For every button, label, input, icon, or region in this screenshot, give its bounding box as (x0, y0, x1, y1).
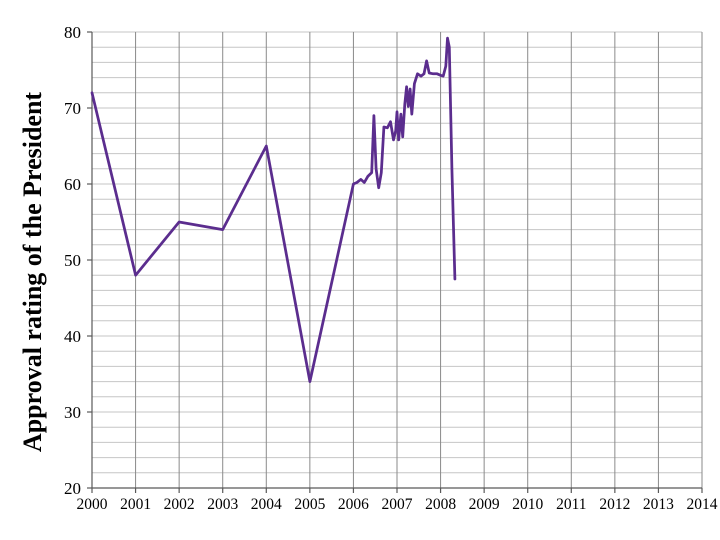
x-tick-label: 2008 (425, 496, 456, 513)
y-tick-label: 80 (64, 23, 81, 42)
x-tick-label: 2010 (512, 496, 543, 513)
approval-line-series (90, 36, 457, 383)
y-axis-title: Approval rating of the President (18, 91, 47, 453)
x-tick-label: 2014 (687, 496, 718, 513)
y-tick-label: 30 (64, 403, 81, 422)
y-tick-label: 20 (64, 479, 81, 498)
x-tick-label: 2001 (120, 496, 151, 513)
x-tick-label: 2013 (643, 496, 674, 513)
x-tick-label: 2007 (382, 496, 413, 513)
x-tick-label: 2009 (469, 496, 500, 513)
y-tick-label: 50 (64, 251, 81, 270)
x-tick-label: 2003 (207, 496, 238, 513)
y-tick-label: 60 (64, 175, 81, 194)
x-tick-label: 2004 (251, 496, 282, 513)
x-tick-label: 2011 (556, 496, 586, 513)
x-tick-label: 2005 (294, 496, 325, 513)
x-tick-label: 2002 (164, 496, 195, 513)
y-tick-label: 40 (64, 327, 81, 346)
x-tick-label: 2006 (338, 496, 369, 513)
x-tick-label: 2012 (599, 496, 630, 513)
x-tick-label: 2000 (77, 496, 108, 513)
y-tick-label: 70 (64, 99, 81, 118)
